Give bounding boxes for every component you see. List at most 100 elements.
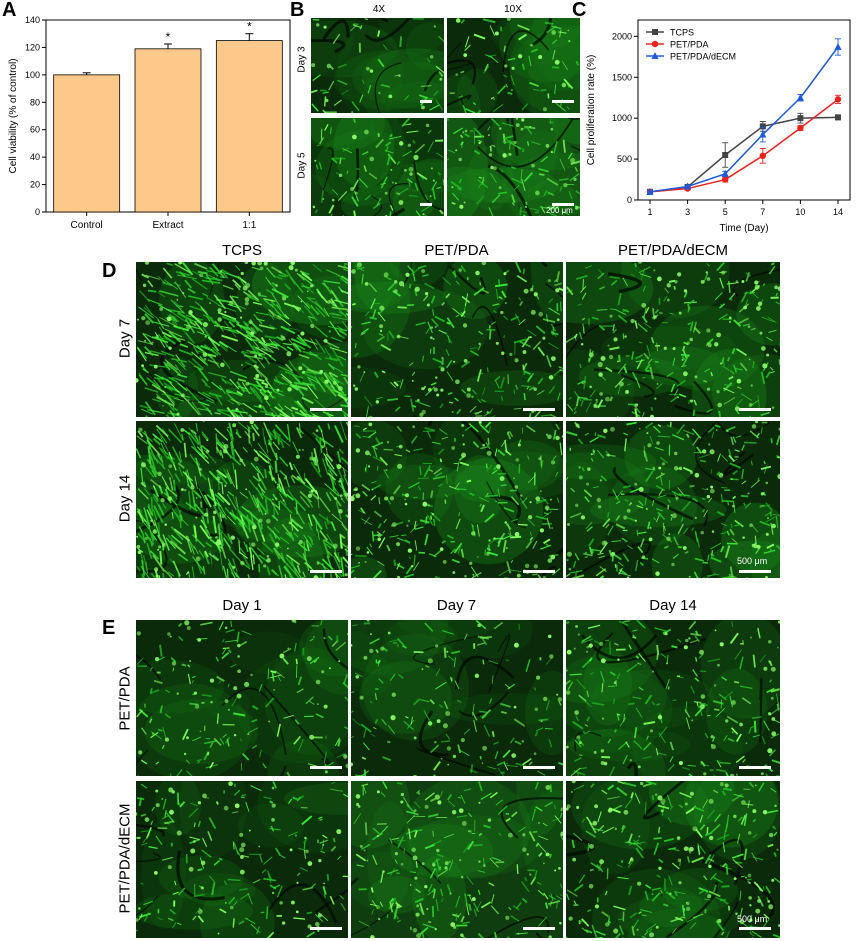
scale-bar [310,766,342,769]
b-scale-text: 200 μm [546,206,573,215]
bar [134,48,202,213]
legend-marker [651,52,659,59]
e-row-label-pet-pda-decm: PET/PDA/dECM [116,803,134,914]
data-point [835,114,841,121]
data-point [721,169,729,177]
y-tick-label: 80 [30,97,40,107]
scale-bar [739,766,771,769]
d-col-title-tcps: TCPS [221,242,262,259]
micrograph-image [351,781,563,938]
micrograph-image [351,620,563,776]
x-tick-label: Extract [152,220,183,231]
scale-bar [420,203,432,206]
y-tick-label: 60 [30,125,40,135]
micrograph [566,620,780,776]
b-col-title-10x: 10X [504,4,522,15]
significance-mark: * [247,20,252,34]
d-col-title-pet-pda: PET/PDA [424,242,489,259]
legend-label: TCPS [670,28,694,38]
d-scale-text: 500 μm [737,556,768,566]
data-point [797,124,804,132]
data-point [797,115,804,122]
b-col-title-4x: 4X [372,4,386,15]
chart-c: 0 500 1000 1500 2000 1 3 5 7 10 14 Time (Day) Cell p… [586,19,851,234]
legend-marker [651,40,659,48]
data-point [759,123,766,130]
panel-label-a: A [2,0,17,21]
bar [53,74,121,213]
x-tick-label: 5 [723,207,728,217]
data-point [834,96,842,103]
micrograph [311,18,444,113]
data-point [722,152,729,158]
x-tick-label: 14 [833,207,843,217]
data-point [796,93,804,101]
micrograph-image [311,118,444,216]
micrograph-image [311,18,444,113]
scale-bar [523,927,555,930]
x-tick-label: Control [71,220,103,231]
y-tick-label: 20 [30,180,40,190]
scale-bar [310,408,342,411]
y-tick-label: 40 [30,152,40,162]
scale-bar [552,203,574,206]
micrograph [136,421,348,578]
micrograph [566,262,780,417]
legend-label: PET/PDA/dECM [670,52,736,62]
scale-bar [739,570,771,573]
y-axis-label: Cell viability (% of control) [8,58,19,173]
legend-marker [652,29,658,35]
micrograph [447,118,580,216]
panel-label-e: E [102,617,116,639]
series-line [649,98,839,193]
micrograph-image [566,421,780,578]
chart-a: 0 20 40 60 80 100 120 140 Cell viability (% of c… [8,15,291,231]
y-tick-label: 0 [35,207,40,217]
x-tick-label: 1:1 [242,220,256,231]
data-point [759,130,767,138]
y-tick-label: 1500 [612,72,632,82]
y-tick-label: 1000 [612,113,632,123]
y-tick-label: 140 [25,15,40,25]
y-tick-label: 120 [25,42,40,52]
e-col-title-day14: Day 14 [649,597,697,614]
micrograph [136,262,348,417]
scale-bar [523,408,555,411]
micrograph-image [351,421,563,578]
scale-bar [310,927,342,930]
micrograph-image [136,620,348,776]
significance-mark: * [166,30,171,44]
panel-label-b: B [290,0,305,21]
micrograph [136,781,348,938]
micrograph-image [566,262,780,417]
micrograph-image [136,781,348,938]
scale-bar [523,570,555,573]
data-point [759,152,766,160]
e-scale-text: 500 μm [737,914,768,924]
y-tick-label: 500 [617,154,632,164]
e-row-label-pet-pda: PET/PDA [116,666,134,731]
panel-label-d: D [102,260,117,282]
bar [215,40,283,213]
scale-bar [552,100,574,103]
micrograph [447,18,580,113]
b-row-label-day3: Day 3 [296,46,308,73]
micrograph [136,620,348,776]
micrograph [351,262,563,417]
micrograph-image [447,118,580,216]
b-row-label-day5: Day 5 [296,152,308,179]
y-axis-label: Cell proliferation rate (%) [586,55,597,166]
micrograph [351,620,563,776]
data-point [646,187,654,195]
series-line [649,46,839,193]
data-point [722,176,729,183]
x-tick-label: 7 [760,207,765,217]
scale-bar [739,408,771,411]
micrograph [351,421,563,578]
d-row-label-day7: Day 7 [116,318,134,359]
data-point [684,182,692,190]
data-point [834,43,842,50]
micrograph [566,781,780,938]
d-col-title-pet-pda-decm: PET/PDA/dECM [617,242,729,259]
micrograph-image [447,18,580,113]
